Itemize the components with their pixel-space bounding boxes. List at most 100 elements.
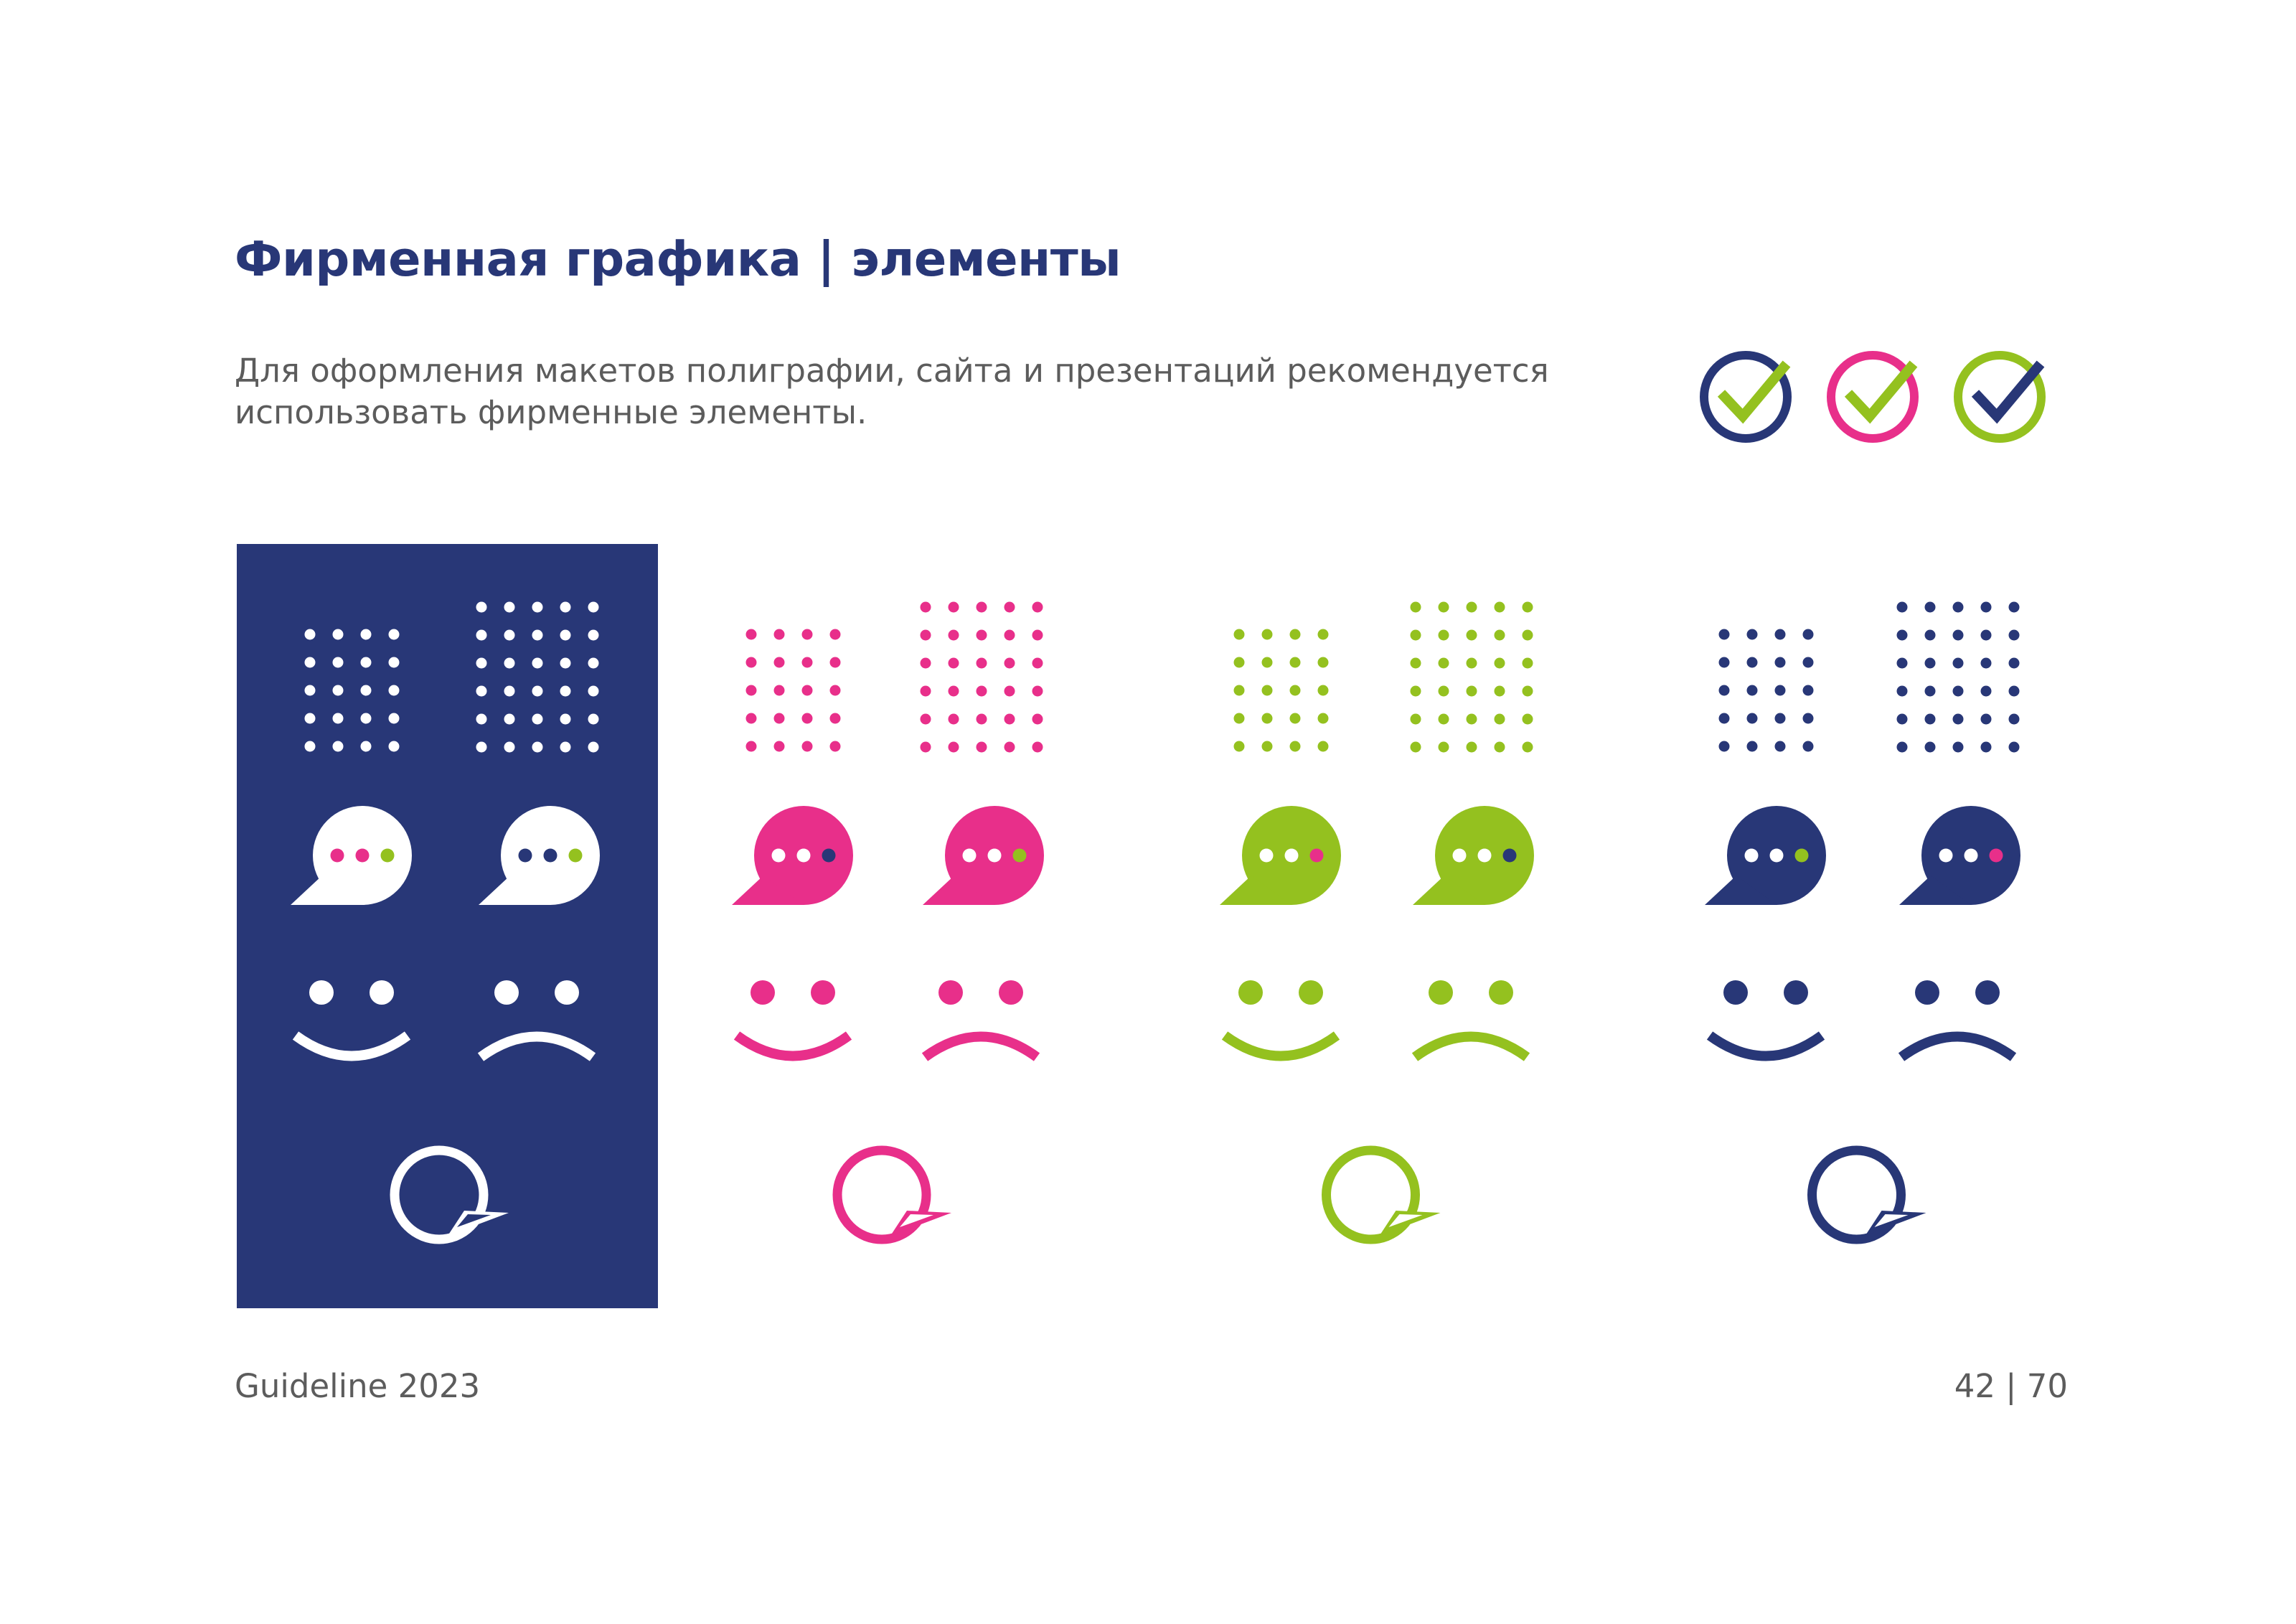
bubble-body (313, 806, 412, 905)
grid-dot (1952, 713, 1964, 725)
grid-dot (332, 685, 344, 696)
bubble-outline-ring (832, 1145, 931, 1244)
grid-dot (1802, 657, 1814, 668)
grid-dot (1952, 657, 1964, 669)
grid-dot (532, 685, 543, 697)
bubble-tail (1413, 876, 1485, 905)
grid-dot (1924, 601, 1936, 613)
grid-dot (360, 629, 372, 640)
happy-face-icon (733, 980, 852, 1061)
bubble-body (945, 806, 1044, 905)
grid-dot (1774, 741, 1786, 752)
grid-dot (1317, 629, 1329, 640)
grid-dot (948, 685, 959, 697)
bubble-outline-tail (448, 1211, 509, 1236)
grid-dot (1466, 741, 1477, 753)
eye-right (1784, 980, 1808, 1005)
grid-dot (588, 601, 599, 613)
footer-guideline: Guideline 2023 (235, 1367, 481, 1405)
grid-dot (1032, 629, 1043, 641)
grid-dot (1718, 741, 1730, 752)
bubble-tail (732, 876, 804, 905)
bubble-dot (1259, 848, 1274, 863)
grid-dot (1289, 629, 1301, 640)
eye-right (811, 980, 835, 1005)
grid-dot (1317, 713, 1329, 724)
grid-dot (1952, 685, 1964, 697)
frown-mouth (921, 1031, 1040, 1061)
grid-dot (1746, 713, 1758, 724)
eye-right (1489, 980, 1513, 1005)
bubble-tail (291, 876, 362, 905)
grid-dot (745, 741, 757, 752)
bubble-dot (1502, 848, 1517, 863)
grid-dot (504, 685, 515, 697)
grid-dot (476, 601, 487, 613)
grid-dot (560, 685, 571, 697)
chat-bubble-icon (1413, 806, 1534, 905)
grid-dot (1980, 741, 1992, 753)
grid-dot (1410, 629, 1421, 641)
dot-grid-small-icon (745, 629, 841, 752)
grid-dot (1522, 601, 1533, 613)
grid-dot (1004, 685, 1015, 697)
grid-dot (745, 713, 757, 724)
grid-dot (1004, 741, 1015, 753)
grid-dot (1802, 685, 1814, 696)
bubble-outline-tail-inner (1874, 1214, 1909, 1227)
grid-dot (1233, 629, 1245, 640)
grid-dot (1004, 629, 1015, 641)
grid-dot (920, 657, 931, 669)
grid-dot (1924, 629, 1936, 641)
bubble-dot (1989, 848, 2003, 863)
bubble-dot (987, 848, 1002, 863)
grid-dot (829, 741, 841, 752)
bubble-dot (796, 848, 811, 863)
smile-mouth (1706, 1031, 1825, 1061)
grid-dot (829, 657, 841, 668)
grid-dot (1438, 741, 1449, 753)
grid-dot (1718, 685, 1730, 696)
bubble-body (501, 806, 600, 905)
bubble-dot (1309, 848, 1324, 863)
element-set-white-on-navy (291, 601, 600, 1244)
grid-dot (1438, 601, 1449, 613)
smile-mouth (292, 1031, 411, 1061)
eye-left (494, 980, 519, 1005)
grid-dot (476, 685, 487, 697)
bubble-dot (1769, 848, 1784, 863)
grid-dot (1718, 657, 1730, 668)
bubble-outline-tail-inner (900, 1214, 933, 1227)
grid-dot (1317, 685, 1329, 696)
grid-dot (948, 601, 959, 613)
eye-right (999, 980, 1023, 1005)
sad-face-icon (1898, 980, 2017, 1061)
grid-dot (1774, 629, 1786, 640)
grid-dot (360, 685, 372, 696)
bubble-dot (543, 848, 557, 863)
grid-dot (1718, 629, 1730, 640)
grid-dot (560, 657, 571, 669)
check-ring (1700, 351, 1792, 443)
grid-dot (1522, 657, 1533, 669)
grid-dot (1718, 713, 1730, 724)
grid-dot (1924, 685, 1936, 697)
check-mark (1717, 360, 1791, 424)
grid-dot (1952, 601, 1964, 613)
grid-dot (773, 629, 785, 640)
grid-dot (1289, 713, 1301, 724)
grid-dot (1261, 741, 1273, 752)
grid-dot (588, 741, 599, 753)
grid-dot (1317, 741, 1329, 752)
bubble-dot (1744, 848, 1759, 863)
grid-dot (1896, 713, 1908, 725)
grid-dot (504, 629, 515, 641)
grid-dot (588, 713, 599, 725)
grid-dot (976, 741, 987, 753)
frown-mouth (477, 1031, 596, 1061)
grid-dot (1494, 685, 1505, 697)
check-icons-row (1700, 351, 2046, 443)
grid-dot (1032, 657, 1043, 669)
grid-dot (1494, 713, 1505, 725)
check-mark (1844, 360, 1918, 424)
